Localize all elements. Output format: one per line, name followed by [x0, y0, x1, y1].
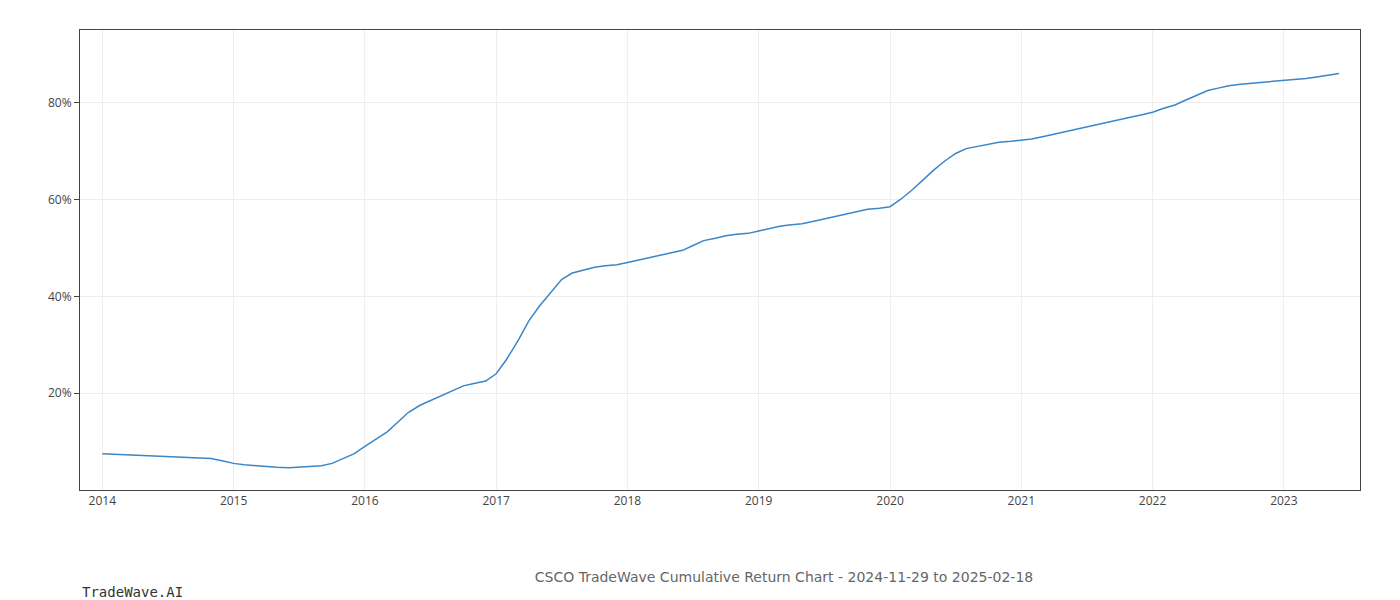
svg-text:2021: 2021 — [1008, 492, 1035, 509]
svg-text:2017: 2017 — [482, 492, 510, 509]
svg-text:2019: 2019 — [745, 492, 773, 509]
svg-text:TradeWave.AI: TradeWave.AI — [82, 584, 183, 600]
svg-text:2015: 2015 — [220, 492, 248, 509]
svg-text:2022: 2022 — [1139, 492, 1167, 509]
svg-text:2014: 2014 — [89, 492, 117, 509]
svg-text:2023: 2023 — [1270, 492, 1298, 509]
svg-text:2018: 2018 — [614, 492, 642, 509]
svg-text:2016: 2016 — [351, 492, 379, 509]
svg-text:2020: 2020 — [876, 492, 904, 509]
svg-text:20%: 20% — [48, 384, 72, 401]
svg-text:80%: 80% — [48, 94, 72, 111]
svg-text:60%: 60% — [48, 191, 72, 208]
svg-text:40%: 40% — [48, 288, 72, 305]
svg-text:CSCO TradeWave Cumulative Retu: CSCO TradeWave Cumulative Return Chart -… — [535, 569, 1033, 585]
